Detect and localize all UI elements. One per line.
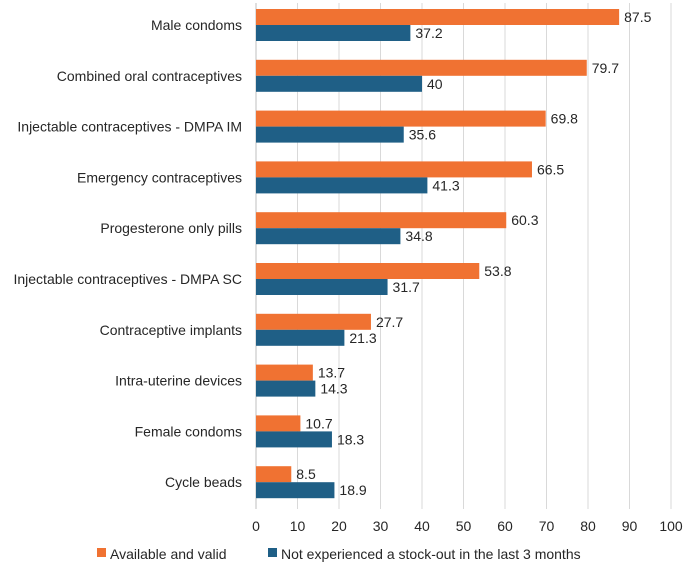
bar-available	[256, 110, 546, 127]
data-label: 18.9	[339, 482, 366, 498]
bar-no-stockout	[256, 177, 428, 194]
data-label: 8.5	[296, 466, 316, 482]
legend-label: Not experienced a stock-out in the last …	[281, 546, 581, 562]
bar-available	[256, 415, 301, 432]
bar-available	[256, 364, 313, 381]
bar-available	[256, 313, 371, 330]
data-label: 37.2	[415, 25, 442, 41]
data-label: 21.3	[349, 330, 376, 346]
data-label: 53.8	[484, 263, 511, 279]
data-label: 41.3	[432, 177, 459, 193]
x-tick-label: 10	[290, 518, 306, 534]
category-label: Injectable contraceptives - DMPA IM	[17, 119, 242, 135]
bar-no-stockout	[256, 75, 422, 92]
category-label: Cycle beads	[165, 474, 242, 490]
category-label: Progesterone only pills	[100, 220, 242, 236]
data-label: 34.8	[405, 228, 432, 244]
category-label: Intra-uterine devices	[115, 373, 242, 389]
x-axis-ticks: 0 10 20 30 40 50 60 70 80 90 100	[252, 518, 683, 534]
bar-no-stockout	[256, 25, 411, 41]
x-tick-label: 40	[414, 518, 430, 534]
legend: Available and valid Not experienced a sto…	[97, 546, 581, 562]
bar-no-stockout	[256, 431, 332, 448]
bar-no-stockout	[256, 482, 335, 499]
bar-available	[256, 161, 532, 178]
bar-no-stockout	[256, 329, 345, 346]
bar-no-stockout	[256, 380, 316, 397]
bar-available	[256, 9, 620, 25]
data-label: 18.3	[337, 431, 364, 447]
bar-available	[256, 59, 587, 76]
category-label: Injectable contraceptives - DMPA SC	[13, 271, 242, 287]
data-label: 40	[427, 76, 443, 92]
x-tick-label: 20	[331, 518, 347, 534]
data-label: 31.7	[393, 279, 420, 295]
data-label: 60.3	[511, 212, 538, 228]
x-tick-label: 90	[622, 518, 638, 534]
category-label: Contraceptive implants	[100, 322, 242, 338]
x-tick-label: 50	[456, 518, 472, 534]
x-tick-label: 100	[659, 518, 683, 534]
data-label: 13.7	[318, 365, 345, 381]
data-label: 14.3	[320, 381, 347, 397]
data-labels: 87.5 37.2 79.7 40 69.8 35.6 66.5 41.3 60.3 34.8 53…	[296, 9, 651, 498]
x-tick-label: 30	[373, 518, 389, 534]
data-label: 66.5	[537, 161, 564, 177]
legend-swatch	[97, 548, 106, 557]
x-tick-label: 60	[497, 518, 513, 534]
legend-swatch	[268, 548, 277, 557]
bars	[256, 9, 620, 499]
x-tick-label: 80	[580, 518, 596, 534]
legend-label: Available and valid	[110, 546, 227, 562]
bar-no-stockout	[256, 228, 401, 245]
data-label: 69.8	[551, 111, 578, 127]
category-label: Female condoms	[135, 423, 242, 439]
category-label: Male condoms	[151, 17, 242, 33]
bar-available	[256, 212, 507, 229]
data-label: 79.7	[592, 60, 619, 76]
data-label: 10.7	[305, 415, 332, 431]
bar-available	[256, 466, 292, 483]
data-label: 35.6	[409, 127, 436, 143]
bar-available	[256, 263, 480, 279]
data-label: 87.5	[624, 9, 651, 25]
bar-no-stockout	[256, 126, 404, 143]
category-labels: Male condoms Combined oral contraceptives…	[13, 17, 242, 490]
x-tick-label: 70	[539, 518, 555, 534]
data-label: 27.7	[376, 314, 403, 330]
category-label: Combined oral contraceptives	[57, 68, 242, 84]
x-tick-label: 0	[252, 518, 260, 534]
category-label: Emergency contraceptives	[77, 169, 242, 185]
bar-no-stockout	[256, 279, 388, 295]
